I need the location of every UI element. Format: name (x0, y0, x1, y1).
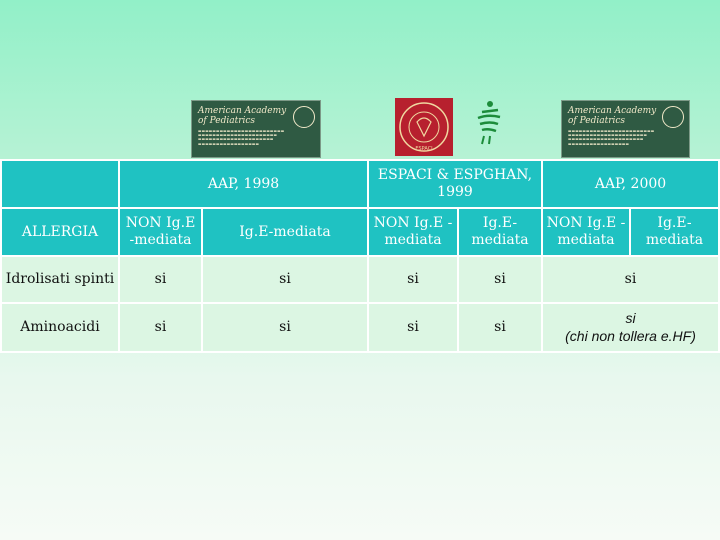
header-row: AAP, 1998 ESPACI & ESPGHAN, 1999 AAP, 20… (0, 159, 720, 209)
espaci-seal-icon: ESPACI (399, 102, 449, 152)
aap-name-line1: American Academy (568, 106, 657, 116)
header-aap-2000-label: AAP, 2000 (594, 175, 667, 192)
table-cell: si (457, 302, 543, 353)
aap-logo-right: American Academy of Pediatrics ▬▬▬▬▬▬▬▬▬… (561, 100, 690, 158)
header-aap-1998: AAP, 1998 (118, 159, 369, 209)
header-aap-1998-label: AAP, 1998 (207, 175, 280, 192)
ige-label: Ig.E-mediata (239, 223, 331, 240)
subheader-ige-1999: Ig.E- mediata (457, 207, 543, 257)
espaci-seal-text: ESPACI (415, 146, 432, 152)
table-cell: si (457, 255, 543, 304)
table-row: Idrolisati spinti si si si si si (0, 255, 720, 304)
aap-small-print: ▬▬▬▬▬▬▬▬▬▬▬▬▬▬▬▬▬▬▬▬▬▬▬▬ ▬▬▬▬▬▬▬▬▬▬▬▬▬▬▬▬… (198, 129, 285, 146)
subheader-row: ALLERGIA NON Ig.E -mediata Ig.E-mediata … (0, 207, 720, 257)
row-label-idrolisati: Idrolisati spinti (0, 255, 120, 304)
subheader-non-ige-2000: NON Ig.E -mediata (541, 207, 631, 257)
cell-value: si (624, 271, 637, 287)
table-cell: si (201, 255, 369, 304)
header-espaci-espghan-1999: ESPACI & ESPGHAN, 1999 (367, 159, 543, 209)
non-ige-label: NON Ig.E -mediata (546, 215, 626, 248)
subheader-ige-1998: Ig.E-mediata (201, 207, 369, 257)
non-ige-label: NON Ig.E -mediata (125, 215, 196, 248)
subheader-non-ige-1998: NON Ig.E -mediata (118, 207, 203, 257)
cell-value: si (279, 271, 291, 287)
cell-value: si (494, 319, 506, 335)
aap-logo-left: American Academy of Pediatrics ▬▬▬▬▬▬▬▬▬… (191, 100, 321, 158)
cell-value: si (407, 319, 419, 335)
aap-small-print: ▬▬▬▬▬▬▬▬▬▬▬▬▬▬▬▬▬▬▬▬▬▬▬▬ ▬▬▬▬▬▬▬▬▬▬▬▬▬▬▬▬… (568, 129, 655, 146)
non-ige-label: NON Ig.E -mediata (373, 215, 453, 248)
allergia-label: ALLERGIA (21, 223, 99, 240)
row-label-aminoacidi: Aminoacidi (0, 302, 120, 353)
ige-label: Ig.E- mediata (645, 215, 704, 248)
aap-name-line1: American Academy (198, 106, 287, 116)
table-cell-merged: si (chi non tollera e.HF) (541, 302, 720, 353)
cell-value: si (154, 271, 167, 287)
row-label-allergia: ALLERGIA (0, 207, 120, 257)
table-cell: si (118, 302, 203, 353)
table-cell: si (367, 302, 459, 353)
cell-value: si (407, 271, 419, 287)
row-label-text: Idrolisati spinti (5, 271, 115, 287)
row-label-text: Aminoacidi (20, 319, 100, 335)
header-aap-2000: AAP, 2000 (541, 159, 720, 209)
allergy-formula-table: AAP, 1998 ESPACI & ESPGHAN, 1999 AAP, 20… (0, 159, 720, 353)
subheader-ige-2000: Ig.E- mediata (629, 207, 720, 257)
cell-value: si (154, 319, 167, 335)
table-cell: si (201, 302, 369, 353)
cell-value: si (625, 309, 636, 326)
espghan-figure-logo (470, 98, 504, 148)
aap-name-line2: of Pediatrics (198, 116, 256, 126)
aap-name-line2: of Pediatrics (568, 116, 626, 126)
espghan-figure-icon (477, 101, 501, 145)
cell-value: si (279, 319, 291, 335)
table-cell: si (367, 255, 459, 304)
subheader-non-ige-1999: NON Ig.E -mediata (367, 207, 459, 257)
table-cell-merged: si (541, 255, 720, 304)
cell-note: (chi non tollera e.HF) (565, 327, 696, 344)
header-espaci-label: ESPACI & ESPGHAN, 1999 (377, 167, 533, 200)
ige-label: Ig.E- mediata (471, 215, 529, 248)
aap-seal-icon (662, 106, 684, 128)
aap-seal-icon (293, 106, 315, 128)
cell-value: si (494, 271, 506, 287)
header-empty-cell (0, 159, 120, 209)
espaci-seal-logo: ESPACI (395, 98, 453, 156)
table-cell: si (118, 255, 203, 304)
table-row: Aminoacidi si si si si si (chi non tolle… (0, 302, 720, 353)
